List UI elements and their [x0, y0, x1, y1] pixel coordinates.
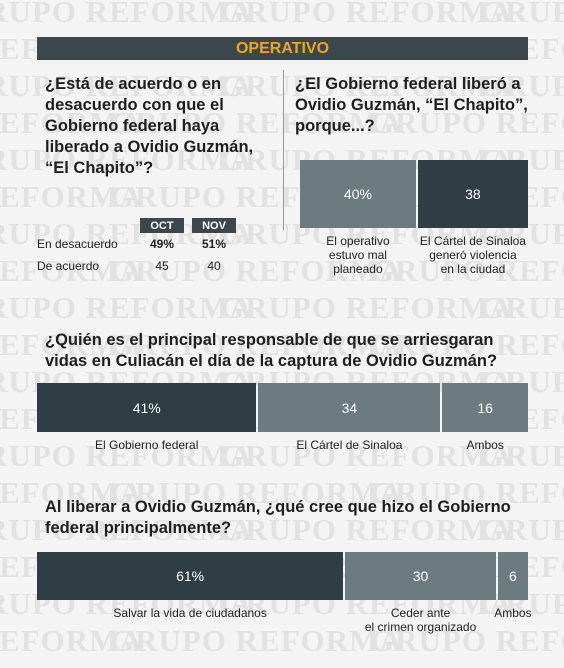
table-cell: 40 [207, 259, 221, 273]
watermark-text: GRUPO REFORMA [370, 105, 564, 140]
watermark-text: GRUPO REFORMA [220, 290, 513, 325]
value-label: 61% [176, 568, 205, 584]
watermark-text: GRUPO REFORMA [110, 475, 403, 510]
category-label: Salvar la vida de ciudadanos [113, 606, 267, 620]
watermark-text: GRUPO REFORMA [0, 105, 143, 140]
header-title: OPERATIVO [37, 37, 528, 60]
value-label: 41% [132, 399, 161, 416]
watermark-text: GRUPO REFORMA [370, 327, 564, 362]
bar-segment: 38 [417, 160, 528, 228]
watermark-text: GRUPO REFORMA [0, 68, 253, 103]
bar-segment: 61% [37, 552, 344, 600]
watermark-text: GRUPO REFORMA [0, 142, 253, 177]
value-label: 6 [509, 568, 517, 584]
column-header: NOV [192, 218, 236, 233]
watermark-text: GRUPO REFORMA [370, 623, 564, 658]
bar-segment: 6 [497, 552, 528, 600]
watermark-text: GRUPO REFORMA [0, 179, 143, 214]
category-label: El operativo estuvo mal planeado [326, 234, 390, 276]
category-label: Ambos [466, 438, 504, 452]
watermark-text: GRUPO REFORMA [480, 0, 564, 29]
column-header: OCT [140, 218, 184, 233]
category-label: Ambos [494, 606, 532, 620]
category-label: El Cártel de Sinaloa generó violencia en… [419, 234, 526, 276]
category-label: El Gobierno federal [95, 438, 199, 452]
watermark-text: GRUPO REFORMA [480, 438, 564, 473]
divider [283, 70, 284, 230]
watermark-text: GRUPO REFORMA [0, 438, 253, 473]
watermark-text: GRUPO REFORMA [0, 660, 253, 668]
watermark-text: GRUPO REFORMA [110, 105, 403, 140]
value-label: 30 [412, 568, 429, 584]
watermark-text: GRUPO REFORMA [0, 512, 253, 547]
value-label: 40% [343, 186, 372, 202]
watermark-text: GRUPO REFORMA [220, 660, 513, 668]
table-cell: 51% [201, 237, 227, 251]
watermark-text: GRUPO REFORMA [0, 290, 253, 325]
watermark-text: GRUPO REFORMA [370, 475, 564, 510]
row-label: De acuerdo [37, 259, 100, 273]
watermark-text: GRUPO REFORMA [110, 253, 403, 288]
watermark-text: GRUPO REFORMA [0, 253, 143, 288]
watermark-text: GRUPO REFORMA [480, 68, 564, 103]
watermark-text: GRUPO REFORMA [220, 512, 513, 547]
watermark-text: GRUPO REFORMA [220, 68, 513, 103]
bar-segment: 16 [442, 383, 528, 432]
watermark-text: GRUPO REFORMA [0, 327, 143, 362]
watermark-text: GRUPO REFORMA [370, 253, 564, 288]
watermark-text: GRUPO REFORMA [220, 438, 513, 473]
watermark-text: GRUPO REFORMA [480, 660, 564, 668]
category-label: Ceder ante el crimen organizado [364, 606, 477, 634]
value-label: 34 [341, 399, 358, 416]
row-label: En desacuerdo [37, 237, 118, 251]
value-label: 38 [465, 186, 481, 202]
watermark-text: GRUPO REFORMA [0, 475, 143, 510]
watermark-text: GRUPO REFORMA [110, 623, 403, 658]
category-label: El Cártel de Sinaloa [296, 438, 403, 452]
question: ¿Está de acuerdo o en desacuerdo con que… [45, 75, 254, 177]
watermark-text: GRUPO REFORMA [0, 623, 143, 658]
bar-segment: 34 [258, 383, 441, 432]
watermark-text: GRUPO REFORMA [480, 290, 564, 325]
bar-segment: 41% [37, 383, 257, 432]
value-label: 16 [477, 399, 493, 416]
question: Al liberar a Ovidio Guzmán, ¿qué cree qu… [45, 498, 511, 537]
watermark-text: GRUPO REFORMA [0, 0, 253, 29]
question: ¿El Gobierno federal liberó a Ovidio Guz… [295, 75, 528, 135]
table-cell: 45 [155, 259, 169, 273]
table-cell: 49% [149, 237, 175, 251]
watermark-text: GRUPO REFORMA [110, 327, 403, 362]
question: ¿Quién es el principal responsable de qu… [45, 331, 498, 370]
watermark-text: GRUPO REFORMA [220, 0, 513, 29]
bar-segment: 40% [300, 160, 416, 228]
watermark-text: GRUPO REFORMA [480, 512, 564, 547]
bar-segment: 30 [345, 552, 496, 600]
